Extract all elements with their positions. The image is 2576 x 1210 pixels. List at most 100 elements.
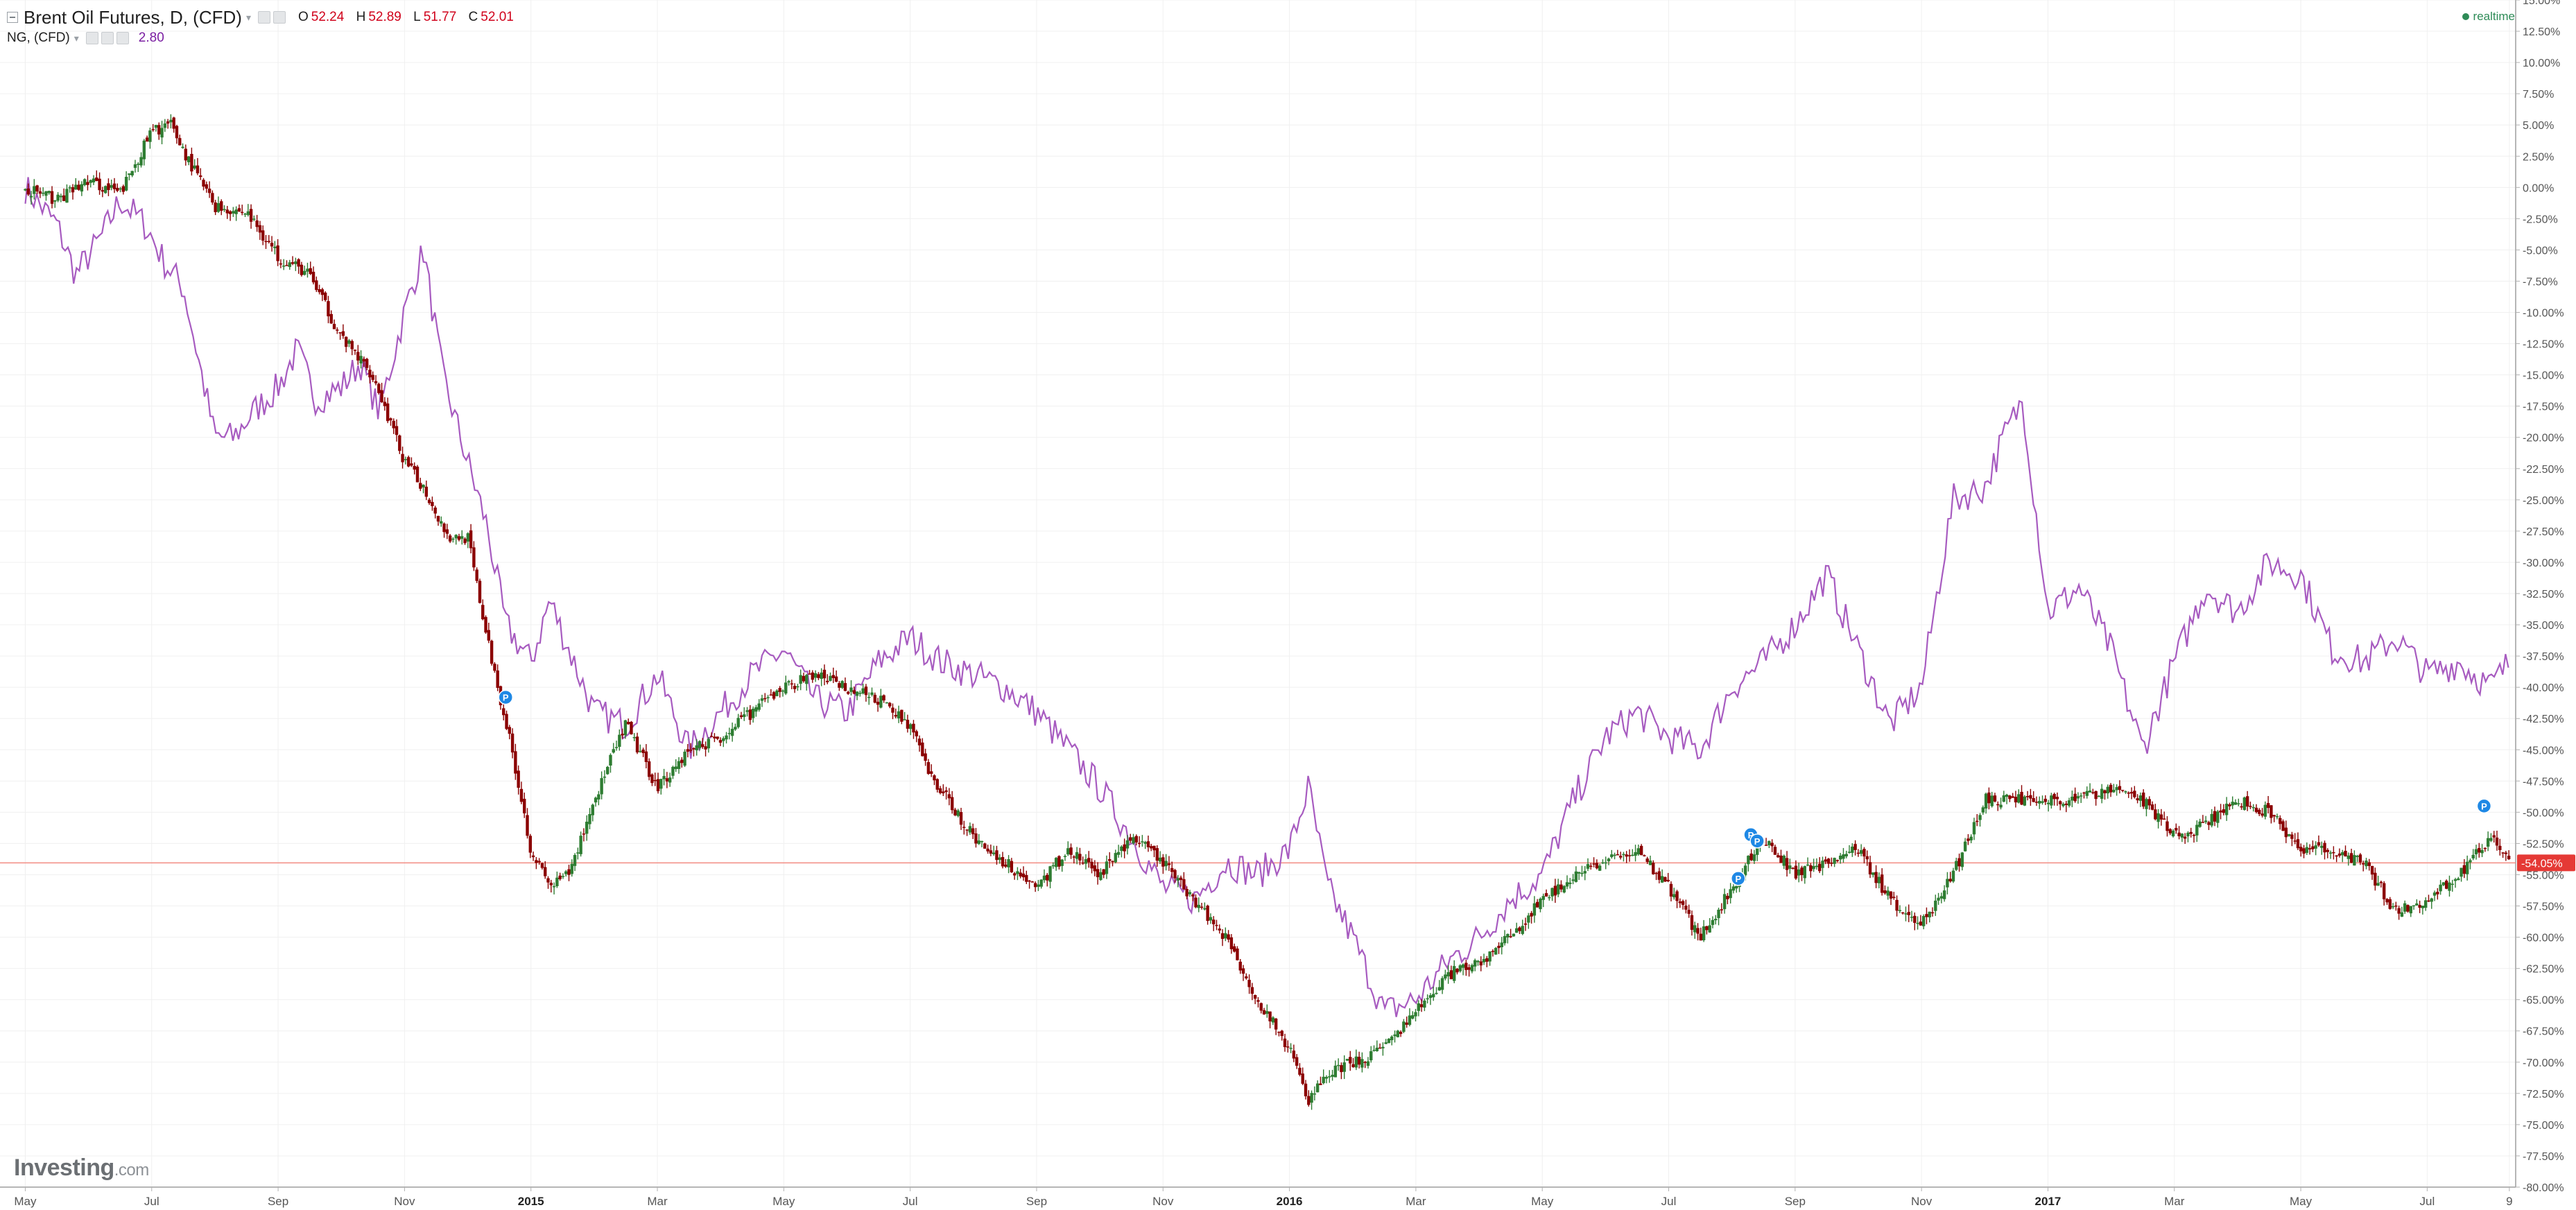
- candle-body: [2091, 792, 2095, 794]
- candle-body: [1114, 853, 1118, 863]
- candle: [1541, 893, 1545, 908]
- candle: [436, 515, 440, 526]
- candle-body: [716, 736, 719, 739]
- candle: [1482, 953, 1486, 965]
- candle: [1791, 867, 1795, 870]
- candle: [2367, 858, 2371, 871]
- candle: [232, 207, 235, 217]
- candle: [1331, 1069, 1334, 1081]
- candle: [822, 664, 827, 686]
- candle: [980, 840, 984, 847]
- candle-body: [709, 736, 714, 737]
- chevron-down-icon[interactable]: ▾: [74, 32, 79, 44]
- candle-body: [912, 723, 915, 733]
- candle-body: [929, 771, 933, 774]
- candle: [1211, 916, 1216, 931]
- candle-body: [448, 535, 452, 542]
- candle: [469, 524, 473, 554]
- candle: [1455, 967, 1459, 975]
- x-tick-label: 9: [2506, 1195, 2512, 1208]
- candle-body: [1366, 1061, 1370, 1066]
- candle-body: [1336, 1064, 1340, 1066]
- candle: [2219, 804, 2222, 820]
- candle-body: [1726, 895, 1729, 899]
- candle: [626, 718, 630, 725]
- candle: [297, 258, 300, 274]
- candle: [107, 178, 110, 196]
- candle: [103, 185, 107, 194]
- candle-body: [1752, 854, 1756, 861]
- candle: [1645, 856, 1649, 864]
- candle: [933, 774, 936, 786]
- main-symbol-label[interactable]: Brent Oil Futures, D, (CFD): [24, 6, 242, 28]
- candle: [374, 375, 378, 386]
- candle-body: [843, 683, 847, 691]
- candle: [2162, 811, 2166, 820]
- candle: [938, 786, 942, 795]
- candle-body: [398, 435, 401, 451]
- candle-body: [2183, 836, 2187, 839]
- candle-body: [790, 683, 794, 685]
- candle: [2355, 854, 2359, 863]
- candle-body: [371, 374, 374, 380]
- candle: [829, 672, 832, 682]
- candle-body: [1934, 900, 1937, 911]
- candle: [1821, 856, 1824, 876]
- candle-body: [336, 329, 339, 331]
- candle-body: [1324, 1077, 1329, 1079]
- candle-body: [350, 340, 354, 349]
- candle-body: [2383, 883, 2386, 899]
- hide-icon[interactable]: [101, 32, 114, 44]
- candle-body: [475, 569, 478, 581]
- candle-body: [1717, 909, 1720, 919]
- candle: [1556, 879, 1560, 897]
- candle: [2141, 789, 2145, 809]
- candle-body: [947, 794, 951, 799]
- settings-icon[interactable]: [85, 32, 98, 44]
- candle: [1978, 813, 1982, 827]
- settings-icon[interactable]: [257, 11, 270, 24]
- candle: [1660, 869, 1664, 883]
- candle: [1767, 840, 1771, 849]
- candle-body: [2133, 790, 2136, 797]
- chevron-down-icon[interactable]: ▾: [245, 11, 251, 23]
- candle: [618, 729, 621, 751]
- candle-body: [1414, 1012, 1417, 1017]
- candle: [1514, 922, 1519, 933]
- close-key: C: [468, 10, 478, 24]
- close-icon[interactable]: [116, 32, 129, 44]
- candle: [1618, 852, 1623, 860]
- x-tick-label: May: [772, 1195, 795, 1208]
- candle-body: [2266, 803, 2270, 809]
- candle-body: [778, 688, 781, 692]
- candle: [564, 870, 568, 877]
- candle: [1844, 850, 1848, 858]
- candle: [1345, 1058, 1349, 1062]
- candle: [294, 257, 297, 271]
- candle-body: [1423, 1000, 1426, 1008]
- candle-body: [1955, 861, 1958, 870]
- candle: [843, 677, 847, 691]
- candle-body: [1523, 923, 1528, 925]
- candle-body: [1571, 879, 1575, 881]
- candle: [1770, 839, 1774, 852]
- candle-body: [2129, 792, 2134, 794]
- candle: [433, 505, 437, 519]
- candle-body: [921, 742, 924, 757]
- candle-body: [1191, 894, 1195, 897]
- candle-body: [1815, 865, 1819, 867]
- candle: [1470, 963, 1474, 974]
- candle-body: [926, 762, 931, 775]
- candle: [1414, 1009, 1417, 1022]
- collapse-toggle-icon[interactable]: [7, 12, 18, 23]
- candle: [751, 706, 755, 723]
- candle-body: [2115, 787, 2118, 790]
- overlay-symbol-label[interactable]: NG, (CFD): [7, 31, 70, 45]
- candle-body: [2112, 790, 2116, 793]
- candle: [1851, 843, 1854, 857]
- candle: [2275, 813, 2279, 820]
- hide-icon[interactable]: [273, 11, 286, 24]
- candle-body: [1756, 845, 1759, 855]
- candle: [781, 689, 785, 697]
